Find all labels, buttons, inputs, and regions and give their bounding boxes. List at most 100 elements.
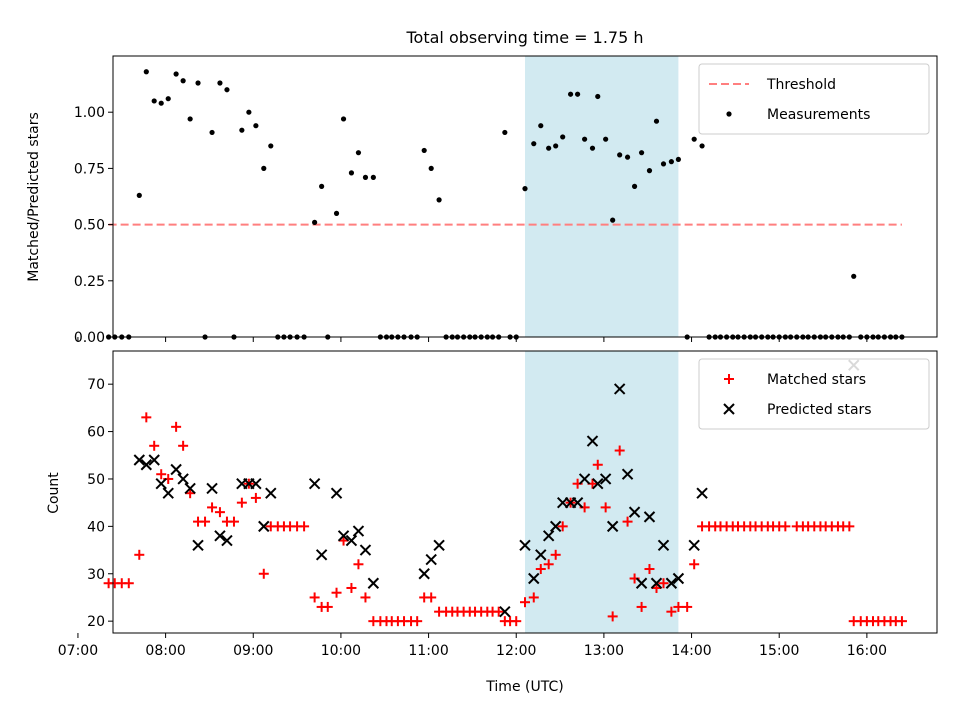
data-point-plus [682,601,693,612]
legend-label: Predicted stars [767,402,872,418]
data-point-x [184,482,196,495]
legend-entry: Measurements [726,107,870,123]
data-point-x [133,454,146,466]
data-point-plus [592,459,603,470]
data-point-plus [607,611,618,622]
data-point-plus [207,502,218,513]
bottom-panel: 20 30 40 50 60 70 07:00 08:00 09:00 10:00 11:00 12… [46,350,938,659]
data-point-x [586,435,599,447]
data-point-x [578,473,591,485]
data-point [589,145,596,151]
data-point [560,134,566,140]
x-tick-label: 09:00 [233,643,273,659]
y-axis-label: Matched/Predicted stars [26,112,42,282]
y-tick-label: 30 [87,567,105,583]
data-point-plus [557,521,568,532]
data-point [421,147,427,154]
data-point-plus [134,549,145,560]
data-point-x [148,454,160,466]
data-point-x [606,520,619,533]
data-point [726,111,732,117]
data-point-x [433,539,445,552]
data-point [646,168,653,174]
data-point [362,174,369,180]
data-point [595,93,601,100]
data-point [224,87,230,93]
data-point-plus [636,601,647,612]
y-tick-label: 20 [87,614,105,630]
data-point-x [250,477,262,490]
data-point-x [140,459,153,471]
axes-frame [112,55,938,338]
data-point-x [571,496,584,509]
data-point-plus [412,616,423,627]
data-point [582,136,588,142]
data-point [567,91,574,97]
data-point-plus [141,412,152,423]
data-point-plus [614,445,625,456]
data-point [631,183,638,189]
data-point-x [665,577,678,589]
x-tick-label: 10:00 [321,643,361,659]
data-point-x [367,577,380,589]
data-point [340,116,347,122]
top-panel: 0.00 0.25 0.50 0.75 1.00 Matched/Predicted s… [26,55,938,346]
data-point [312,219,318,225]
data-point-plus [331,587,342,598]
data-point-x [528,572,540,585]
data-point-x [628,506,641,518]
legend-box [698,358,930,430]
data-point-plus [528,592,539,603]
data-point-plus [896,616,907,627]
data-point-plus [724,374,734,384]
data-point-x [723,403,735,415]
data-point [143,69,149,75]
data-point [428,165,434,171]
data-point [675,156,682,163]
data-point-plus [346,582,357,593]
data-point-plus [622,516,633,527]
legend-entry: Threshold [709,77,836,93]
data-point-plus [353,559,364,570]
data-point [522,186,528,192]
data-point [136,192,142,198]
data-point-plus [511,616,522,627]
highlight-rect [525,56,679,337]
data-point [246,109,252,115]
data-point [617,152,623,158]
data-point-x [621,468,634,480]
data-point [574,91,581,97]
data-point-x [418,568,430,580]
data-point [348,170,355,176]
data-point [531,141,537,147]
data-point-x [177,473,189,485]
data-point-x [696,487,708,499]
data-point-x [345,534,358,547]
data-point-x [330,487,343,499]
data-point [668,159,674,165]
data-point-plus [258,568,269,579]
data-point [624,154,631,160]
chart-title: Total observing time = 1.75 h [405,28,643,47]
data-point-x [643,511,656,523]
x-tick-label: 13:00 [584,643,624,659]
x-tick-label: 12:00 [496,643,536,659]
data-point-plus [309,592,320,603]
data-point [151,98,157,104]
legend-label: Matched stars [767,372,866,388]
data-point-plus [250,492,261,503]
data-point-x [688,539,700,552]
data-point-plus [550,549,561,560]
data-point-plus [123,578,134,589]
x-tick-label: 15:00 [759,643,799,659]
data-point [546,145,552,151]
data-point [217,80,223,86]
data-point [158,100,164,106]
legend: Matched stars Predicted stars [698,358,930,430]
data-point-x [635,577,648,589]
data-point-plus [228,516,239,527]
data-point [173,71,179,77]
data-point-x [519,539,531,552]
data-point [660,161,667,167]
